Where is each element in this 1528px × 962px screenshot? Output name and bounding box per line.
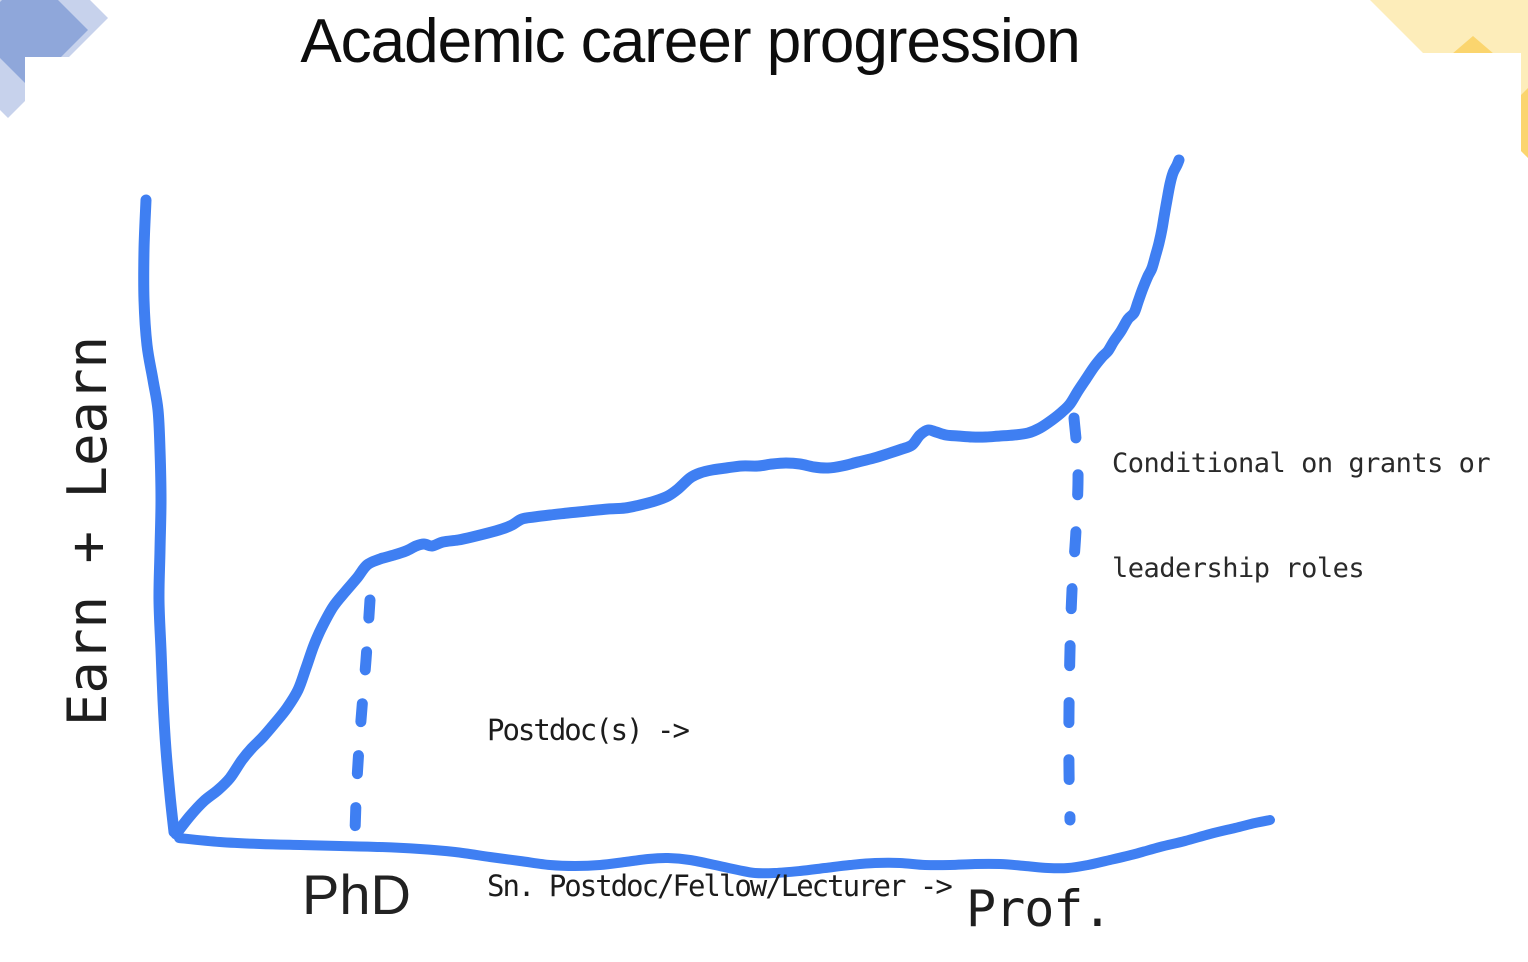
annotation-line: leadership roles bbox=[1112, 553, 1365, 584]
annotation-line: Postdoc(s) -> bbox=[487, 713, 690, 747]
earn-learn-curve bbox=[170, 154, 1185, 840]
x-axis-label-phd: PhD bbox=[302, 863, 411, 926]
annotation-postdoc-path: Postdoc(s) -> Sn. Postdoc/Fellow/Lecture… bbox=[487, 600, 953, 962]
prof-dashed-marker bbox=[1063, 412, 1084, 826]
phd-dashed-marker bbox=[349, 594, 376, 838]
x-axis-label-prof: Prof. bbox=[966, 880, 1113, 938]
y-axis-stroke bbox=[138, 194, 180, 838]
page-title: Academic career progression bbox=[300, 7, 1080, 76]
annotation-conditional: Conditional on grants or leadership role… bbox=[1112, 376, 1491, 656]
x-baseline bbox=[174, 815, 1275, 879]
annotation-line: Conditional on grants or bbox=[1112, 448, 1491, 479]
annotation-line: Sn. Postdoc/Fellow/Lecturer -> bbox=[487, 869, 953, 903]
